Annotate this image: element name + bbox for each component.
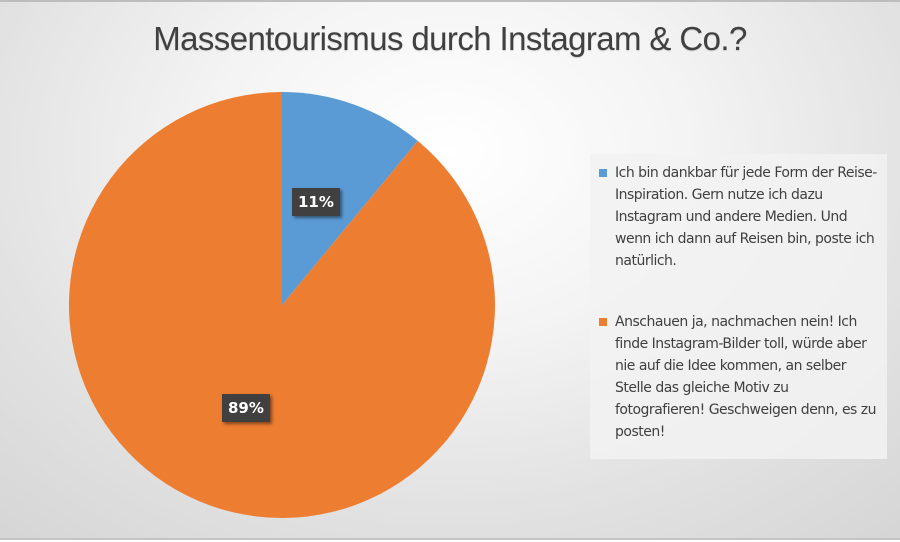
pie-slice-blue[interactable] [282,92,418,305]
legend-label: Anschauen ja, nachmachen nein! Ich finde… [615,314,877,440]
pie-slice-orange[interactable] [68,92,495,518]
legend-item-blue: Ich bin dankbar für jede Form der Reise-… [599,162,881,272]
legend-swatch-orange-icon [599,318,607,326]
legend-item-orange: Anschauen ja, nachmachen nein! Ich finde… [599,311,881,443]
legend-label: Ich bin dankbar für jede Form der Reise-… [615,165,877,269]
data-label-11: 11% [292,188,340,216]
chart-title: Massentourismus durch Instagram & Co.? [153,20,747,57]
data-label-89: 89% [222,394,270,422]
legend-swatch-blue-icon [599,169,607,177]
legend: Ich bin dankbar für jede Form der Reise-… [590,154,887,459]
